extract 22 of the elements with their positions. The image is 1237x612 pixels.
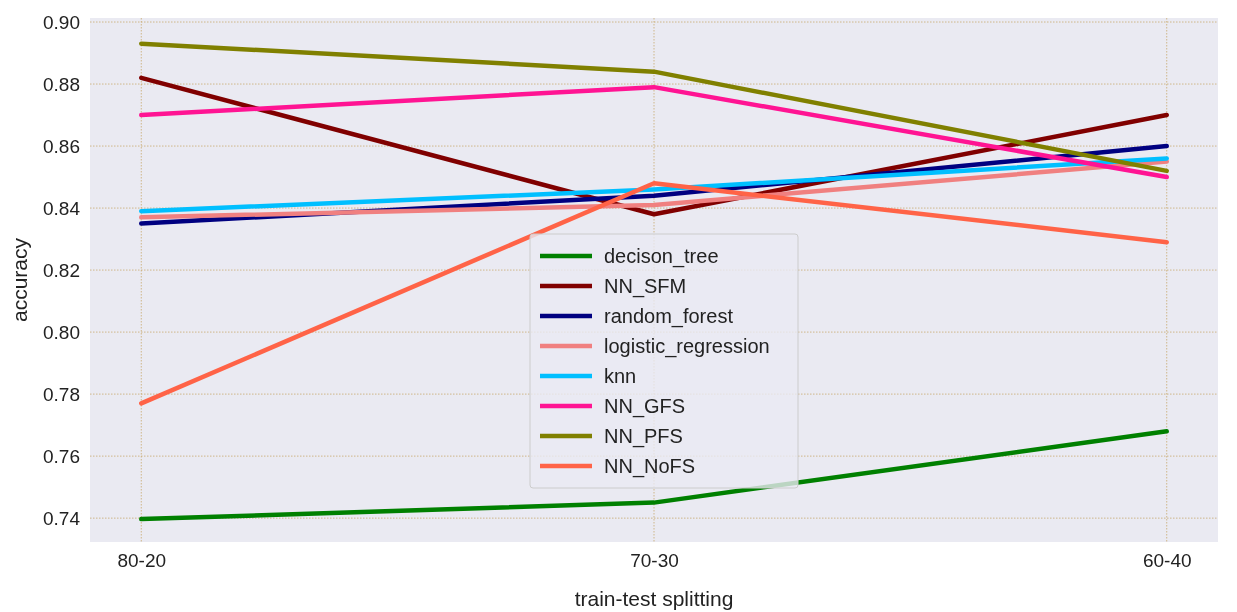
legend-label: NN_GFS <box>604 395 686 418</box>
legend-label: NN_NoFS <box>604 455 696 478</box>
legend-label: knn <box>604 365 637 387</box>
x-tick-label: 70-30 <box>630 550 679 572</box>
x-tick-label: 80-20 <box>117 550 167 572</box>
legend-label: decison_tree <box>604 245 719 268</box>
y-tick-label: 0.78 <box>43 383 80 405</box>
y-tick-label: 0.84 <box>43 197 81 219</box>
y-tick-label: 0.80 <box>43 321 80 343</box>
legend-label: NN_SFM <box>604 275 687 298</box>
y-tick-label: 0.74 <box>43 507 81 529</box>
y-tick-label: 0.76 <box>43 445 80 467</box>
y-tick-label: 0.82 <box>43 259 80 281</box>
y-tick-label: 0.90 <box>43 11 80 33</box>
x-axis-title: train-test splitting <box>574 587 734 610</box>
legend-label: NN_PFS <box>604 425 683 448</box>
y-axis-title: accuracy <box>8 237 31 323</box>
y-tick-label: 0.88 <box>43 73 80 95</box>
legend-label: logistic_regression <box>604 335 770 358</box>
y-tick-label: 0.86 <box>43 135 80 157</box>
x-tick-label: 60-40 <box>1142 550 1192 572</box>
legend-label: random_forest <box>604 305 734 328</box>
